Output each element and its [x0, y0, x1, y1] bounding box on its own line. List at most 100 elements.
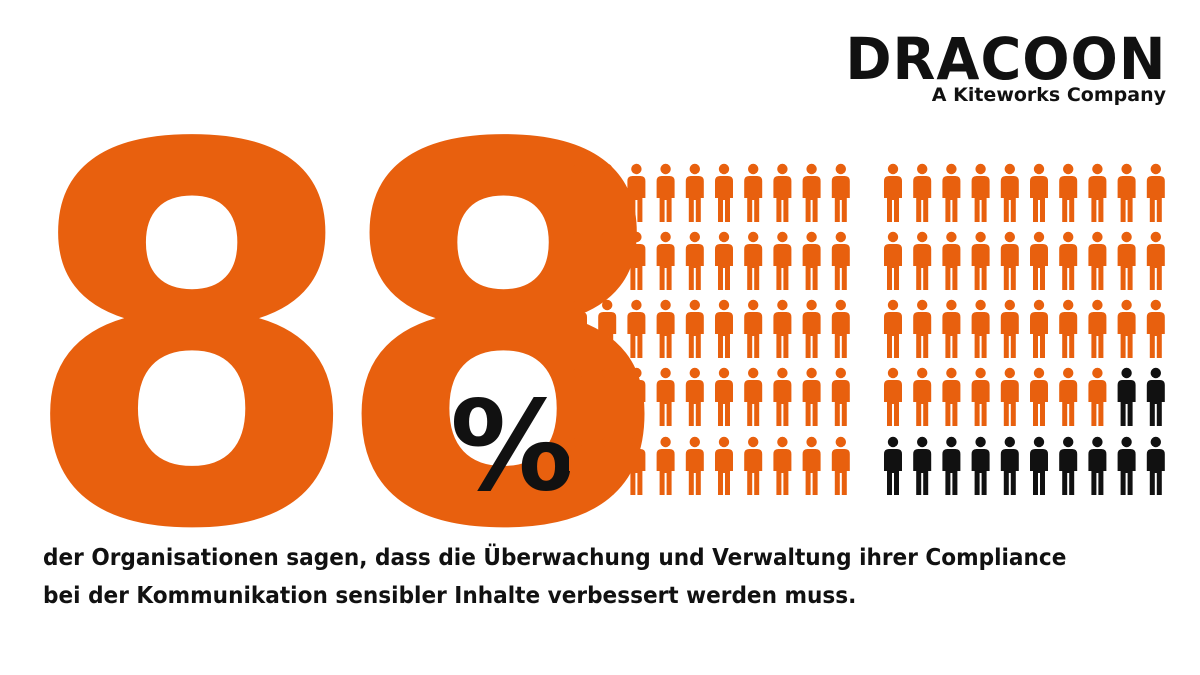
person-icon	[627, 299, 646, 358]
person-icon	[1030, 231, 1048, 290]
person-icon	[715, 299, 733, 358]
person-icon	[569, 163, 587, 222]
statistic-number: 88	[20, 37, 675, 643]
person-icon	[1088, 436, 1107, 495]
person-icon	[1146, 299, 1165, 358]
person-icon	[884, 299, 902, 358]
person-icon	[1030, 367, 1048, 426]
person-icon	[1088, 299, 1107, 358]
person-icon	[715, 367, 733, 426]
person-icon	[942, 299, 961, 358]
person-icon	[773, 436, 792, 495]
person-icon	[627, 367, 646, 426]
person-icon	[1059, 231, 1078, 290]
person-icon	[744, 436, 763, 495]
person-icon	[913, 436, 932, 495]
person-icon	[831, 436, 850, 495]
person-icon	[1000, 436, 1019, 495]
person-icon	[773, 367, 792, 426]
person-icon	[1000, 299, 1019, 358]
person-icon	[715, 436, 733, 495]
person-icon	[685, 367, 704, 426]
person-icon	[884, 231, 902, 290]
person-icon	[1146, 367, 1165, 426]
person-icon	[569, 299, 587, 358]
person-icon	[831, 299, 850, 358]
person-icon	[656, 299, 675, 358]
person-icon	[569, 436, 587, 495]
person-icon	[598, 231, 617, 290]
person-icon	[1059, 299, 1078, 358]
person-icon	[1030, 163, 1048, 222]
person-icon	[744, 231, 763, 290]
person-icon	[656, 367, 675, 426]
person-icon	[1030, 299, 1048, 358]
person-icon	[802, 163, 821, 222]
person-icon	[942, 436, 961, 495]
person-icon	[1059, 436, 1078, 495]
person-icon	[598, 299, 617, 358]
person-icon	[1059, 367, 1078, 426]
person-icon	[802, 367, 821, 426]
person-icon	[1088, 231, 1107, 290]
person-icon	[913, 231, 932, 290]
person-icon	[971, 436, 990, 495]
person-icon	[971, 299, 990, 358]
statistic-caption: der Organisationen sagen, dass die Überw…	[43, 543, 1067, 609]
person-icon	[773, 299, 792, 358]
person-icon	[942, 231, 961, 290]
person-icon	[1146, 436, 1165, 495]
person-icon	[913, 299, 932, 358]
person-icon	[656, 231, 675, 290]
person-icon	[1117, 163, 1136, 222]
person-icon	[1146, 231, 1165, 290]
person-icon	[598, 436, 617, 495]
person-icon	[1117, 367, 1136, 426]
person-icon	[773, 231, 792, 290]
person-icon	[802, 231, 821, 290]
person-icon	[1088, 163, 1107, 222]
person-icon	[1030, 436, 1048, 495]
logo: DRACOON A Kiteworks Company	[832, 30, 1166, 106]
person-icon	[831, 231, 850, 290]
person-icon	[971, 163, 990, 222]
person-icon	[685, 163, 704, 222]
person-icon	[627, 163, 646, 222]
person-icon	[744, 367, 763, 426]
person-icon	[627, 231, 646, 290]
person-icon	[913, 367, 932, 426]
person-icon	[656, 436, 675, 495]
person-icon	[569, 231, 587, 290]
person-icon	[627, 436, 646, 495]
person-icon	[598, 367, 617, 426]
person-icon	[942, 163, 961, 222]
person-icon	[831, 163, 850, 222]
person-icon	[1117, 436, 1136, 495]
person-icon	[685, 299, 704, 358]
person-icon	[1059, 163, 1078, 222]
person-icon	[1146, 163, 1165, 222]
person-icon	[1000, 231, 1019, 290]
person-icon	[884, 436, 902, 495]
person-icon	[744, 299, 763, 358]
person-icon	[1088, 367, 1107, 426]
person-icon	[884, 163, 902, 222]
person-icon	[942, 367, 961, 426]
person-icon	[831, 367, 850, 426]
person-icon	[715, 231, 733, 290]
person-icon	[971, 231, 990, 290]
person-icon	[685, 231, 704, 290]
logo-wordmark: DRACOON	[844, 25, 1166, 93]
person-icon	[1000, 163, 1019, 222]
person-icon	[802, 299, 821, 358]
person-icon	[773, 163, 792, 222]
person-icon	[1117, 299, 1136, 358]
person-icon	[715, 163, 733, 222]
person-icon	[685, 436, 704, 495]
person-icon	[802, 436, 821, 495]
person-icon	[884, 367, 902, 426]
person-icon	[913, 163, 932, 222]
person-icon	[744, 163, 763, 222]
person-icon	[1000, 367, 1019, 426]
